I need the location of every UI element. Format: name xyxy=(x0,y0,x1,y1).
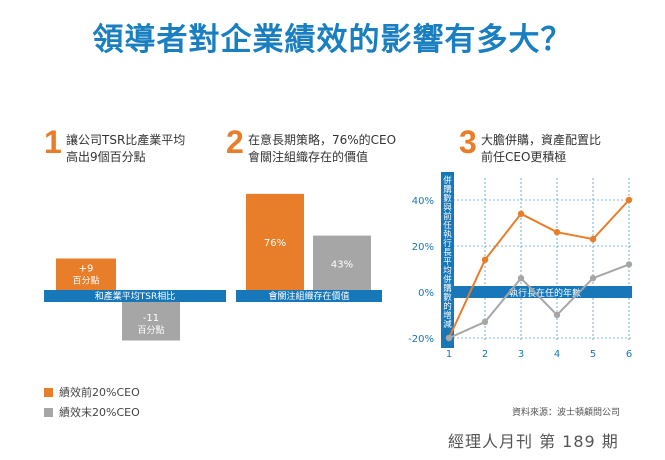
panel-2-band xyxy=(236,290,382,302)
panel-2-band-label: 會關注組織存在價值 xyxy=(268,290,349,302)
panel-3-point-bottom xyxy=(553,311,561,319)
panel-3-ytick-label: 20% xyxy=(412,242,434,253)
legend-bottom-label: 績效末20%CEO xyxy=(59,406,140,419)
panel-1-band-label: 和產業平均TSR相比 xyxy=(95,290,175,302)
panel-3-ylabel-char: 購 xyxy=(443,283,452,294)
legend-bottom-swatch xyxy=(44,408,53,417)
panel-3-xtick-label: 6 xyxy=(626,349,632,360)
panel-3-point-bottom xyxy=(517,275,525,282)
panel-3-point-top xyxy=(625,196,633,204)
panel-3-point-top xyxy=(553,229,561,236)
panel-3-ylabel-char: 與 xyxy=(443,202,452,213)
panel-1-bar-top-value: +9 xyxy=(79,264,94,275)
panel-2-header: 2 在意長期策略，76%的CEO 會關注組織存在的價值 xyxy=(226,124,426,176)
panel-2-bar-top-value: 76% xyxy=(264,238,286,249)
panel-3-ylabel-char: 行 xyxy=(443,238,452,249)
panel-3-series-line-top xyxy=(448,199,630,339)
source-note: 資料來源：波士頓顧問公司 xyxy=(512,408,621,418)
panel-1-number: 1 xyxy=(44,124,62,160)
legend-top-swatch xyxy=(44,388,53,397)
panel-3-xtick-label: 3 xyxy=(518,349,524,360)
panel-3-ylabel-char: 前 xyxy=(443,211,452,222)
panel-3-ylabel-char: 任 xyxy=(443,220,452,231)
panel-2-line2: 會關注組織存在的價值 xyxy=(248,150,369,164)
panel-3-xtick-label: 2 xyxy=(482,349,488,360)
panel-3-line2: 前任CEO更積極 xyxy=(481,150,567,164)
panel-2-bar-bottom-value: 43% xyxy=(331,260,353,271)
magazine-issue: 經理人月刊 第 189 期 xyxy=(448,432,619,451)
panel-1-header: 1 讓公司TSR比產業平均 高出9個百分點 xyxy=(44,124,224,176)
legend-bottom: 績效末20%CEO xyxy=(44,404,140,420)
panel-3-ytick-label: 0% xyxy=(418,288,434,299)
panel-3-ylabel-char: 平 xyxy=(443,257,452,267)
panel-3-ylabel-char: 數 xyxy=(443,292,452,303)
panel-2-bar-bottom xyxy=(313,235,371,290)
panel-3-point-top xyxy=(481,256,489,263)
panel-3-xtick-label: 4 xyxy=(554,349,560,360)
panel-2-line1: 在意長期策略，76%的CEO xyxy=(248,133,397,147)
panel-1-line1: 讓公司TSR比產業平均 xyxy=(66,133,186,147)
panel-3-ylabel-band xyxy=(441,172,454,348)
panel-1-bar-bottom xyxy=(122,302,180,341)
panel-3-point-bottom xyxy=(625,261,633,268)
panel-3-ylabel-char: 併 xyxy=(443,274,452,285)
panel-3-ylabel-char: 的 xyxy=(443,301,452,312)
panel-3-point-top xyxy=(589,235,597,243)
panel-1-bar-bottom-unit: 百分點 xyxy=(137,324,164,336)
panel-3-point-top xyxy=(517,210,525,217)
panel-3-ylabel-char: 均 xyxy=(443,265,452,276)
panel-3-ytick-label: 40% xyxy=(412,196,434,207)
panel-3-ylabel-char: 長 xyxy=(443,248,452,258)
panel-1-bar-top xyxy=(56,258,116,290)
panel-2-bar-top xyxy=(246,193,304,290)
panel-3-point-bottom xyxy=(481,318,489,326)
panel-3-ylabel-char: 增 xyxy=(443,310,452,321)
panel-1-bar-top-unit: 百分點 xyxy=(72,275,99,287)
panel-3-point-bottom xyxy=(445,334,453,342)
panel-3-ylabel-char: 併 xyxy=(443,175,452,186)
panel-3-xlabel: 執行長在任的年數 xyxy=(509,287,581,299)
panel-3-xtick-label: 5 xyxy=(590,349,596,360)
panel-3-zero-band xyxy=(441,286,632,298)
panel-3-ylabel-char: 減 xyxy=(443,319,452,330)
legend-top-label: 績效前20%CEO xyxy=(59,386,140,399)
panel-3-ylabel-char: 執 xyxy=(443,229,452,240)
page-title: 領導者對企業績效的影響有多大？ xyxy=(92,22,573,58)
panel-3-ylabel-char: 購 xyxy=(443,184,452,195)
panel-3-ytick-label: -20% xyxy=(408,334,434,345)
panel-2-number: 2 xyxy=(226,124,244,160)
panel-1-bar-bottom-value: -11 xyxy=(143,313,159,324)
panel-3-ylabel-char: 數 xyxy=(443,193,452,204)
panel-3-line1: 大膽併購，資產配置比 xyxy=(481,133,602,147)
panel-3-xtick-label: 1 xyxy=(446,349,452,360)
panel-3-point-bottom xyxy=(589,275,597,282)
panel-3-series-line-bottom xyxy=(448,263,630,339)
panel-3-number: 3 xyxy=(459,124,477,160)
panel-3-header: 3 大膽併購，資產配置比 前任CEO更積極 xyxy=(459,124,639,176)
panel-1-band xyxy=(44,290,226,302)
legend-top: 績效前20%CEO xyxy=(44,384,140,400)
panel-1-line2: 高出9個百分點 xyxy=(66,150,146,164)
